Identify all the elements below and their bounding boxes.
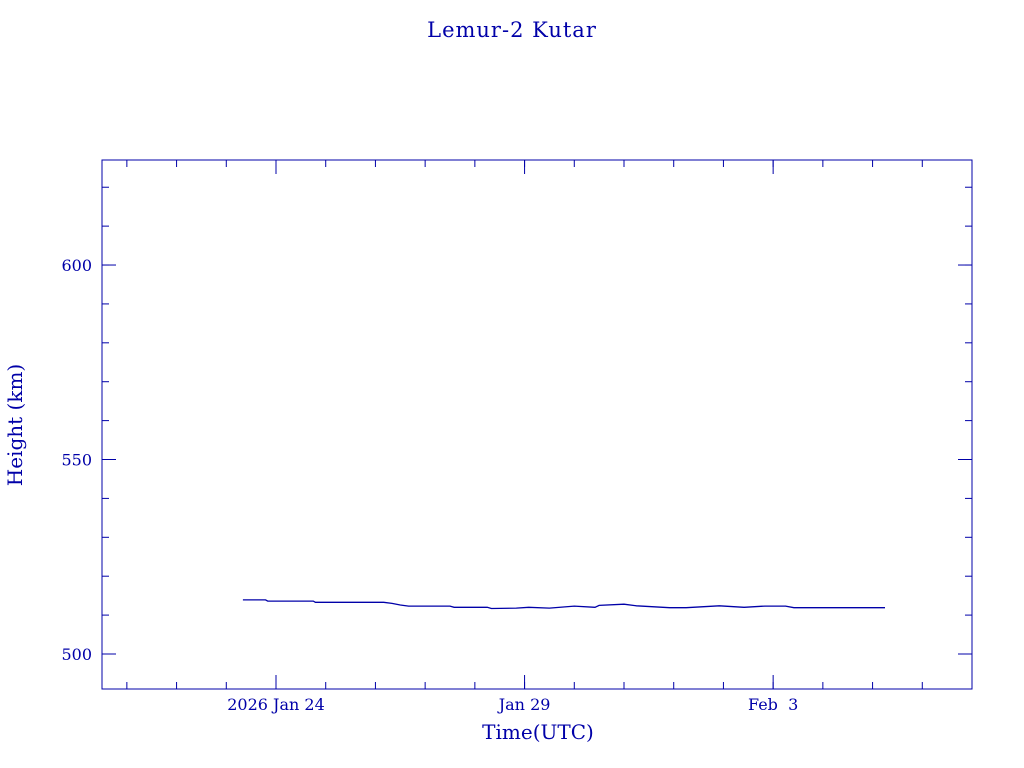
- x-tick-label: Jan 29: [497, 695, 551, 714]
- y-tick-label: 500: [61, 645, 92, 664]
- x-tick-label: 2026 Jan 24: [227, 695, 325, 714]
- series-group: [242, 599, 885, 610]
- y-axis-label: Height (km): [3, 364, 27, 486]
- axis-ticks: [102, 160, 973, 689]
- x-tick-label: Feb 3: [748, 695, 798, 714]
- series-line: [242, 599, 885, 610]
- plot-frame: [101, 159, 973, 690]
- y-tick-label: 550: [61, 451, 92, 470]
- tick-labels: 500 550 600 2026 Jan 24 Jan 29 Feb 3: [61, 256, 798, 714]
- y-tick-label: 600: [61, 256, 92, 275]
- chart-title: Lemur-2 Kutar: [427, 18, 597, 42]
- x-axis-label: Time(UTC): [482, 720, 594, 744]
